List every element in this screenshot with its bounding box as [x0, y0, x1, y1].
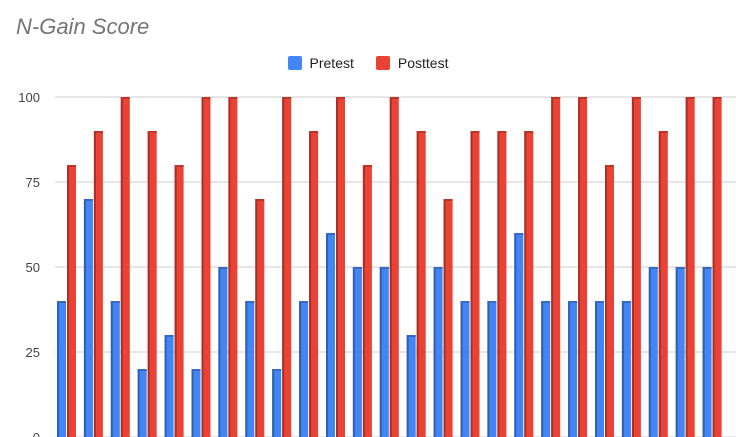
bar-pretest-25[interactable]: [702, 267, 712, 437]
bar-posttest-7[interactable]: [228, 97, 238, 437]
y-tick-label-50: 50: [26, 260, 40, 275]
bar-pretest-9[interactable]: [272, 369, 282, 437]
bar-posttest-18[interactable]: [524, 131, 534, 437]
bar-pretest-17[interactable]: [487, 301, 497, 437]
bar-pretest-7[interactable]: [218, 267, 228, 437]
bar-posttest-2[interactable]: [93, 131, 103, 437]
y-tick-label-25: 25: [26, 345, 40, 360]
bar-posttest-9[interactable]: [282, 97, 292, 437]
legend-swatch-pretest: [287, 56, 302, 70]
bar-pretest-13[interactable]: [379, 267, 389, 437]
bar-posttest-22[interactable]: [631, 97, 641, 437]
bar-pretest-20[interactable]: [568, 301, 578, 437]
bar-pretest-10[interactable]: [299, 301, 309, 437]
bar-pretest-6[interactable]: [191, 369, 201, 437]
bar-posttest-1[interactable]: [67, 165, 76, 437]
bar-posttest-21[interactable]: [605, 165, 614, 437]
y-tick-label-100: 100: [18, 90, 40, 105]
chart-title: N-Gain Score: [16, 14, 150, 39]
bar-pretest-5[interactable]: [164, 335, 174, 437]
bar-posttest-6[interactable]: [201, 97, 211, 437]
bar-posttest-14[interactable]: [416, 131, 426, 437]
bar-pretest-1[interactable]: [57, 301, 66, 437]
bar-pretest-23[interactable]: [648, 267, 658, 437]
bar-posttest-13[interactable]: [389, 97, 399, 437]
bar-pretest-21[interactable]: [595, 301, 604, 437]
bar-posttest-10[interactable]: [309, 131, 319, 437]
bar-posttest-8[interactable]: [255, 199, 265, 437]
legend-label-posttest: Posttest: [397, 55, 449, 71]
bar-posttest-20[interactable]: [578, 97, 588, 437]
bar-posttest-3[interactable]: [120, 97, 130, 437]
bar-pretest-12[interactable]: [352, 267, 362, 437]
bar-posttest-16[interactable]: [470, 131, 480, 437]
bar-posttest-19[interactable]: [551, 97, 561, 437]
legend-item-posttest[interactable]: Posttest: [375, 55, 449, 71]
bar-pretest-3[interactable]: [110, 301, 120, 437]
bar-posttest-4[interactable]: [147, 131, 157, 437]
y-tick-label-0: 0: [33, 430, 40, 437]
bar-pretest-2[interactable]: [83, 199, 93, 437]
legend-item-pretest[interactable]: Pretest: [287, 55, 354, 71]
bar-pretest-19[interactable]: [541, 301, 551, 437]
bar-pretest-15[interactable]: [433, 267, 443, 437]
bar-pretest-11[interactable]: [326, 233, 335, 437]
bar-posttest-12[interactable]: [362, 165, 372, 437]
bar-pretest-22[interactable]: [621, 301, 631, 437]
bar-posttest-23[interactable]: [658, 131, 668, 437]
bar-pretest-4[interactable]: [137, 369, 147, 437]
bar-pretest-18[interactable]: [514, 233, 524, 437]
legend-swatch-posttest: [375, 56, 390, 70]
legend-label-pretest: Pretest: [309, 55, 354, 71]
bar-pretest-8[interactable]: [245, 301, 255, 437]
bar-posttest-24[interactable]: [685, 97, 695, 437]
bar-pretest-14[interactable]: [406, 335, 416, 437]
bar-pretest-24[interactable]: [675, 267, 685, 437]
bar-posttest-17[interactable]: [497, 131, 507, 437]
bar-posttest-5[interactable]: [174, 165, 184, 437]
y-tick-label-75: 75: [26, 175, 40, 190]
bar-pretest-16[interactable]: [460, 301, 470, 437]
legend: Pretest Posttest: [0, 55, 736, 71]
bar-posttest-15[interactable]: [443, 199, 453, 437]
bar-posttest-11[interactable]: [336, 97, 345, 437]
bar-posttest-25[interactable]: [712, 97, 722, 437]
